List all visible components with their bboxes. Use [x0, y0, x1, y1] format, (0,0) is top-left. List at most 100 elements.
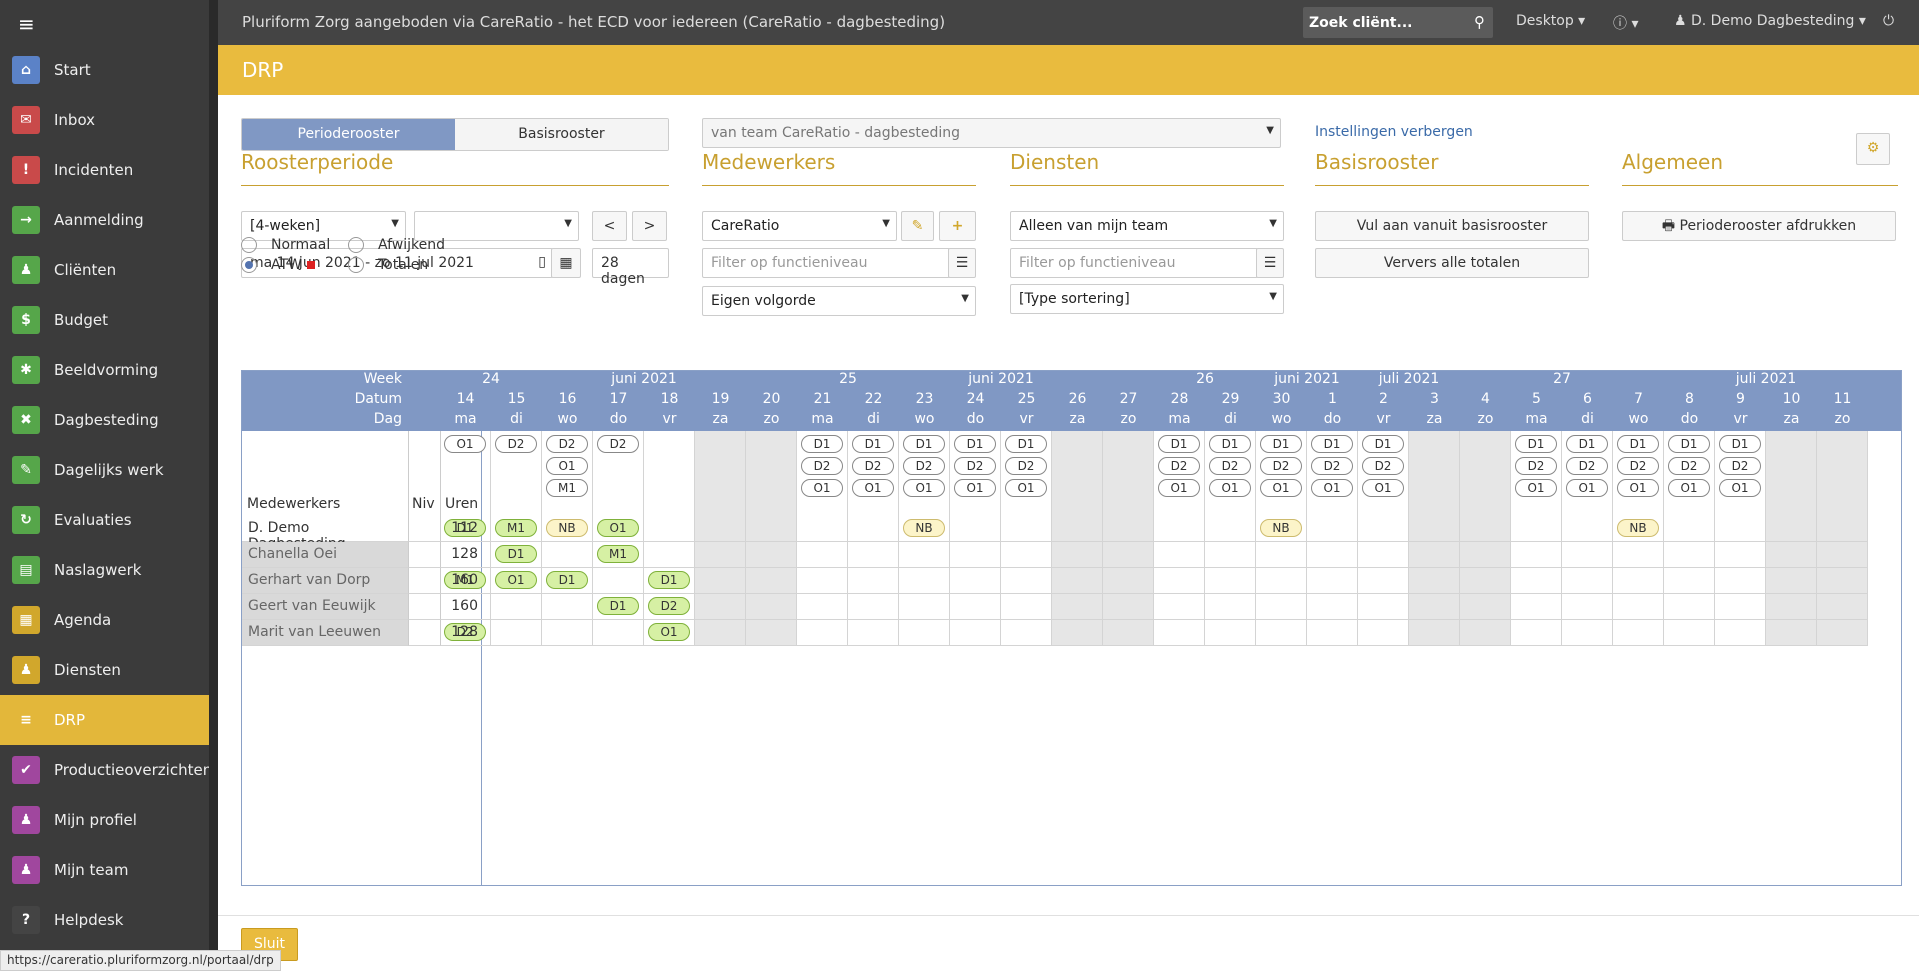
shift-cell[interactable] [593, 568, 644, 594]
required-shift-chip[interactable]: O1 [1311, 479, 1353, 497]
shift-cell[interactable]: D1 [542, 568, 593, 594]
shift-cell[interactable] [1052, 542, 1103, 568]
shift-cell[interactable] [1511, 594, 1562, 620]
shift-cell[interactable] [1256, 620, 1307, 646]
shift-cell[interactable]: NB [899, 516, 950, 542]
shift-cell[interactable] [1052, 516, 1103, 542]
calendar-icon[interactable]: ▦ [551, 248, 581, 278]
sidebar-item-diensten[interactable]: ♟ Diensten [0, 645, 218, 695]
required-shift-chip[interactable]: D1 [1260, 435, 1302, 453]
shift-cell[interactable] [1001, 568, 1052, 594]
shift-cell[interactable] [1664, 594, 1715, 620]
required-shift-chip[interactable]: O1 [1005, 479, 1047, 497]
shift-cell[interactable] [1358, 620, 1409, 646]
required-shift-chip[interactable]: O1 [1566, 479, 1608, 497]
list-icon[interactable]: ☰ [948, 248, 976, 278]
shift-chip[interactable]: O1 [495, 571, 537, 589]
shift-chip[interactable]: D1 [597, 597, 639, 615]
required-shift-chip[interactable]: D2 [903, 457, 945, 475]
days-field[interactable]: 28 dagen [592, 248, 669, 287]
required-shift-chip[interactable]: O1 [1617, 479, 1659, 497]
shift-chip[interactable]: O1 [597, 519, 639, 537]
required-shift-chip[interactable]: O1 [546, 457, 588, 475]
shift-cell[interactable] [1409, 568, 1460, 594]
shift-cell[interactable] [644, 542, 695, 568]
shift-cell[interactable] [1307, 516, 1358, 542]
shift-cell[interactable] [1001, 620, 1052, 646]
shift-cell[interactable] [746, 516, 797, 542]
employee-name[interactable]: D. Demo Dagbesteding [242, 516, 408, 552]
shift-chip[interactable]: M1 [597, 545, 639, 563]
shift-chip[interactable]: D2 [648, 597, 690, 615]
sidebar-item-agenda[interactable]: ▦ Agenda [0, 595, 218, 645]
shift-cell[interactable] [950, 516, 1001, 542]
shift-cell[interactable] [899, 594, 950, 620]
shift-cell[interactable] [1562, 620, 1613, 646]
shift-cell[interactable] [1460, 568, 1511, 594]
required-shift-chip[interactable]: D2 [1158, 457, 1200, 475]
shift-chip[interactable]: NB [1260, 519, 1302, 537]
shift-cell[interactable] [1766, 568, 1817, 594]
shift-cell[interactable] [1460, 516, 1511, 542]
shift-cell[interactable]: M1 [593, 542, 644, 568]
required-shift-chip[interactable]: D2 [1260, 457, 1302, 475]
shift-cell[interactable] [1511, 516, 1562, 542]
diensten-filter-input[interactable]: Filter op functieniveau [1010, 248, 1258, 278]
shift-cell[interactable] [1460, 620, 1511, 646]
shift-cell[interactable]: D1 [593, 594, 644, 620]
shift-cell[interactable]: D2 [644, 594, 695, 620]
shift-cell[interactable] [950, 594, 1001, 620]
desktop-menu[interactable]: Desktop ▾ [1516, 13, 1586, 29]
required-shift-chip[interactable]: O1 [1158, 479, 1200, 497]
shift-cell[interactable] [1664, 620, 1715, 646]
employee-name[interactable]: Gerhart van Dorp [242, 568, 408, 594]
shift-cell[interactable] [491, 594, 542, 620]
required-shift-chip[interactable]: O1 [444, 435, 486, 453]
shift-cell[interactable] [1001, 594, 1052, 620]
shift-cell[interactable] [1358, 594, 1409, 620]
tab-basisrooster[interactable]: Basisrooster [455, 119, 668, 150]
required-shift-chip[interactable]: O1 [1260, 479, 1302, 497]
search-input[interactable] [1303, 7, 1463, 38]
sidebar-item-drp[interactable]: ≡ DRP [0, 695, 218, 745]
shift-cell[interactable]: D1 [491, 542, 542, 568]
shift-cell[interactable] [1205, 516, 1256, 542]
shift-cell[interactable] [1766, 620, 1817, 646]
shift-cell[interactable] [1052, 594, 1103, 620]
shift-cell[interactable] [1358, 516, 1409, 542]
shift-cell[interactable] [1154, 620, 1205, 646]
date-range-field[interactable]: ma 14 jun 2021 - zo 11 jul 2021 ▯ [241, 248, 553, 278]
sidebar-item-inbox[interactable]: ✉ Inbox [0, 95, 218, 145]
sidebar-item-evaluaties[interactable]: ↻ Evaluaties [0, 495, 218, 545]
shift-cell[interactable] [1103, 542, 1154, 568]
sidebar-item-mijn-profiel[interactable]: ♟ Mijn profiel [0, 795, 218, 845]
required-shift-chip[interactable]: D2 [801, 457, 843, 475]
shift-cell[interactable] [1154, 594, 1205, 620]
shift-cell[interactable] [1817, 516, 1868, 542]
shift-cell[interactable] [1409, 620, 1460, 646]
shift-cell[interactable] [1460, 542, 1511, 568]
shift-cell[interactable] [1664, 516, 1715, 542]
shift-chip[interactable]: NB [546, 519, 588, 537]
shift-chip[interactable]: D1 [546, 571, 588, 589]
sidebar-item-start[interactable]: ⌂ Start [0, 45, 218, 95]
client-search[interactable]: ⚲ [1303, 7, 1493, 38]
shift-cell[interactable] [1256, 594, 1307, 620]
shift-cell[interactable] [1205, 568, 1256, 594]
shift-cell[interactable] [1613, 594, 1664, 620]
next-period-button[interactable]: > [632, 211, 667, 241]
required-shift-chip[interactable]: D1 [1362, 435, 1404, 453]
shift-cell[interactable] [746, 594, 797, 620]
required-shift-chip[interactable]: O1 [1362, 479, 1404, 497]
shift-cell[interactable] [1409, 516, 1460, 542]
shift-cell[interactable] [899, 542, 950, 568]
shift-cell[interactable] [950, 568, 1001, 594]
required-shift-chip[interactable]: D1 [903, 435, 945, 453]
required-shift-chip[interactable]: D2 [495, 435, 537, 453]
clear-date-icon[interactable]: ▯ [538, 254, 546, 270]
shift-chip[interactable]: O1 [648, 623, 690, 641]
refresh-totals-button[interactable]: Ververs alle totalen [1315, 248, 1589, 278]
shift-cell[interactable] [950, 542, 1001, 568]
shift-cell[interactable] [695, 594, 746, 620]
shift-cell[interactable]: O1 [593, 516, 644, 542]
